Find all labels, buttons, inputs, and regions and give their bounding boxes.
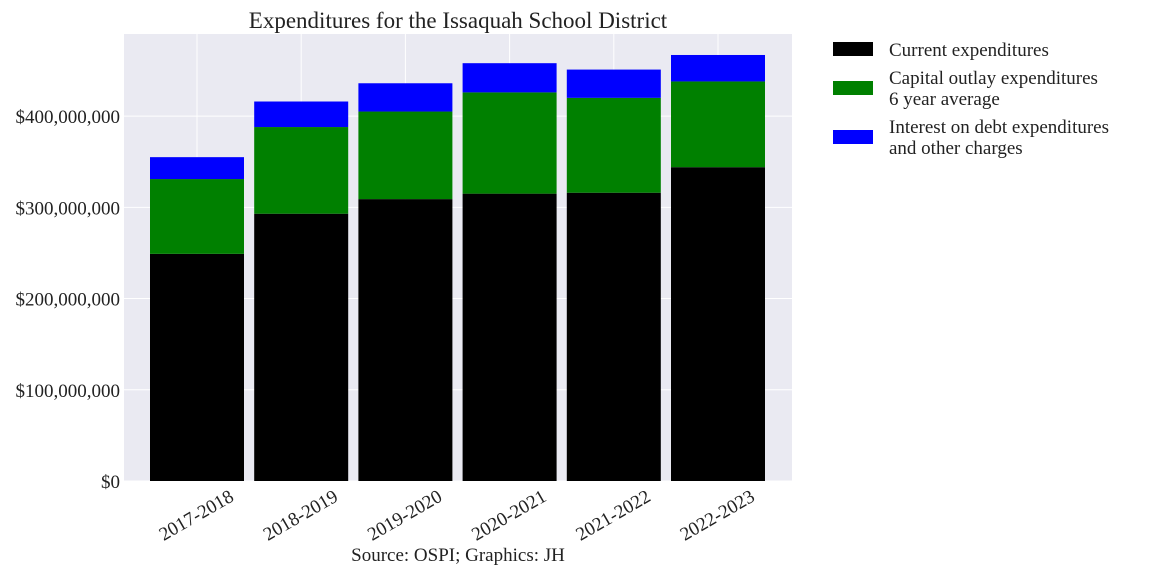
bar-2021-2022-series-3	[566, 69, 661, 98]
bar-2018-2019-series-1	[254, 213, 349, 481]
bar-2017-2018-series-1	[150, 253, 244, 481]
legend: Current expenditures Capital outlay expen…	[833, 40, 1109, 159]
bar-2018-2019-series-2	[254, 127, 349, 214]
legend-label-2: Capital outlay expenditures 6 year averag…	[889, 68, 1098, 110]
bar-2021-2022-series-1	[566, 192, 661, 482]
x-tick-label: 2017-2018	[156, 486, 238, 545]
bar-2020-2021-series-3	[462, 63, 557, 93]
bar-2017-2018-series-3	[150, 157, 244, 180]
bar-2019-2020-series-2	[358, 111, 453, 200]
bar-2019-2020-series-1	[358, 199, 453, 481]
source-caption: Source: OSPI; Graphics: JH	[351, 545, 565, 566]
legend-swatch-3	[833, 130, 873, 144]
bar-2021-2022-series-2	[566, 97, 661, 193]
bar-2017-2018-series-2	[150, 179, 244, 254]
bar-2019-2020-series-3	[358, 83, 453, 112]
bar-2022-2023-series-3	[671, 54, 765, 82]
chart-title: Expenditures for the Issaquah School Dis…	[249, 8, 668, 33]
legend-swatch-1	[833, 42, 873, 56]
bar-2020-2021-series-2	[462, 92, 557, 194]
x-tick-label: 2021-2022	[573, 486, 655, 545]
bar-2020-2021-series-1	[462, 193, 557, 481]
legend-label-1: Current expenditures	[889, 40, 1049, 61]
y-tick-label: $0	[101, 472, 120, 493]
y-axis-ticks: $0 $100,000,000 $200,000,000 $300,000,000 $4…	[16, 107, 121, 493]
legend-swatch-2	[833, 81, 873, 95]
x-tick-label: 2019-2020	[364, 486, 446, 545]
legend-label-3: Interest on debt expenditures and other c…	[889, 117, 1109, 159]
bars	[150, 54, 765, 482]
bar-2022-2023-series-2	[671, 81, 765, 168]
y-tick-label: $100,000,000	[16, 381, 121, 402]
x-axis-ticks: 2017-2018 2018-2019 2019-2020 2020-2021 2021…	[156, 486, 759, 545]
y-tick-label: $300,000,000	[16, 198, 121, 219]
x-tick-label: 2022-2023	[677, 486, 759, 545]
bar-2022-2023-series-1	[671, 167, 765, 482]
x-tick-label: 2020-2021	[468, 486, 550, 545]
bar-2018-2019-series-3	[254, 101, 349, 128]
y-tick-label: $400,000,000	[16, 107, 121, 128]
x-tick-label: 2018-2019	[260, 486, 342, 545]
y-tick-label: $200,000,000	[16, 290, 121, 311]
